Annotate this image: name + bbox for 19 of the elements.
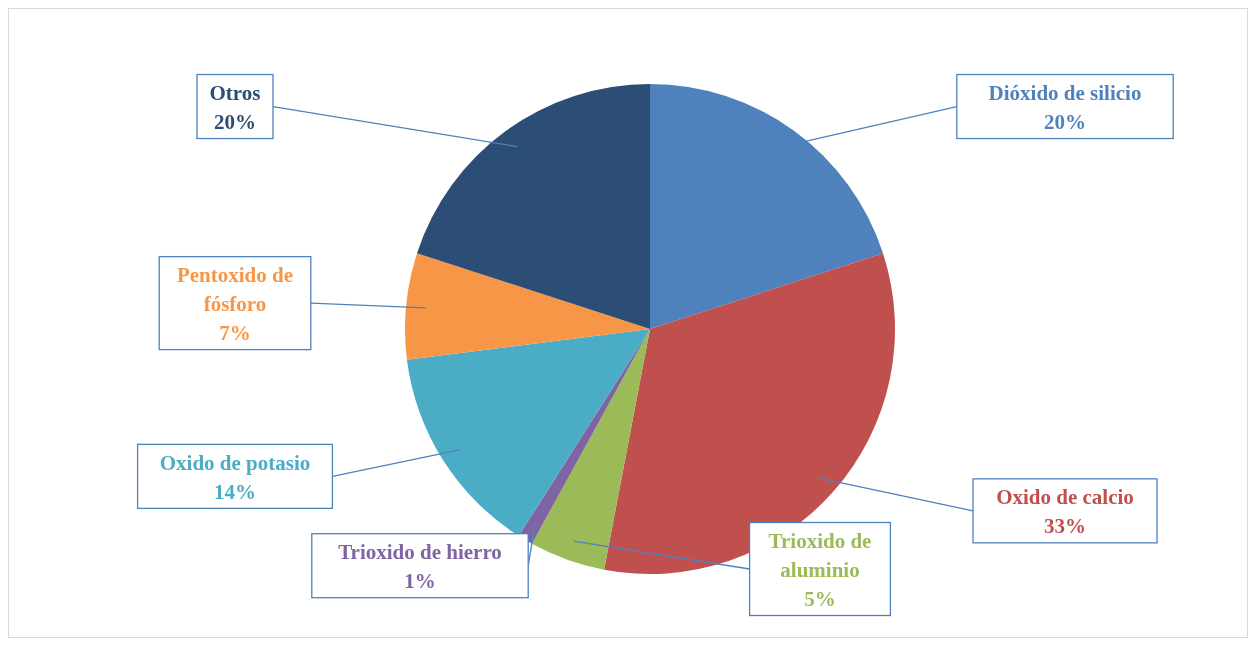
data-label: 20% (214, 110, 256, 135)
data-label: 1% (404, 569, 436, 594)
pie-slice (518, 329, 650, 544)
data-label: 33% (1044, 514, 1086, 539)
pie-slice (405, 253, 650, 360)
data-label: 20% (1044, 110, 1086, 135)
data-label: 5% (804, 587, 836, 612)
data-label: 7% (219, 321, 251, 346)
slice-label: Trioxido de hierro (338, 540, 502, 565)
slice-label: Otros (209, 81, 261, 106)
slice-label: Trioxido de aluminio (768, 529, 872, 583)
data-label: 14% (214, 479, 256, 504)
slice-label: Oxido de calcio (996, 485, 1134, 510)
pie-slice (531, 329, 650, 570)
slice-label: Oxido de potasio (159, 450, 311, 475)
slice-label: Pentoxido de fósforo (176, 263, 294, 317)
slice-label: Dióxido de silicio (988, 81, 1142, 106)
pie-slice (416, 84, 650, 329)
pie-slice (406, 329, 650, 536)
